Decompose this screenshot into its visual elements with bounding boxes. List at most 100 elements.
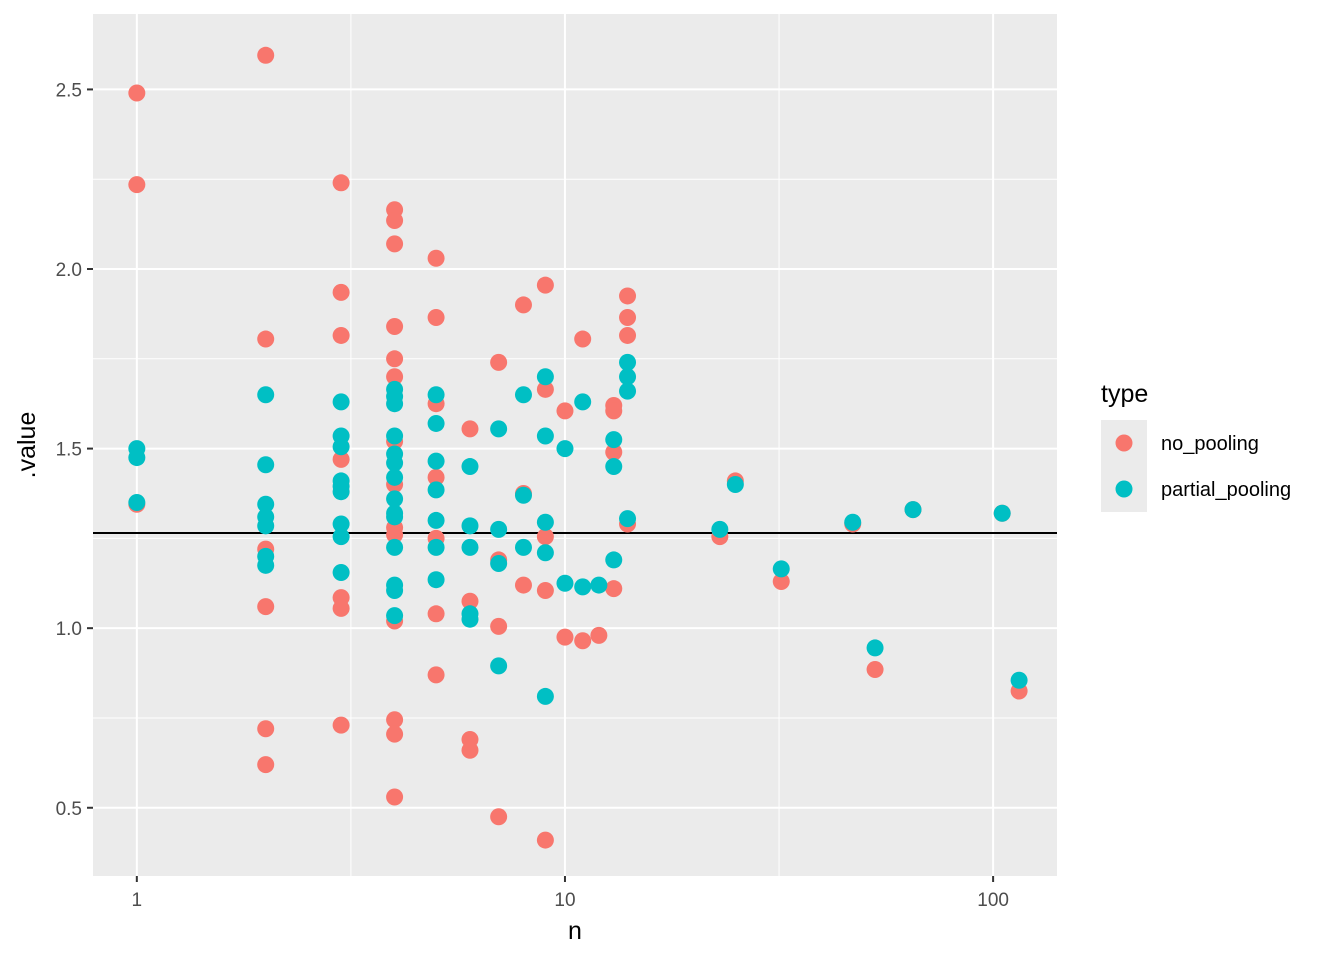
data-point [904, 501, 922, 519]
data-point [574, 578, 592, 596]
data-point [128, 176, 146, 194]
data-point [427, 414, 445, 432]
data-point [490, 353, 508, 371]
data-point [386, 395, 404, 413]
data-point [386, 368, 404, 386]
data-point [514, 296, 532, 314]
data-point [590, 576, 608, 594]
data-point [427, 571, 445, 589]
data-point [257, 756, 275, 774]
data-point [332, 564, 350, 582]
data-point [536, 513, 554, 531]
data-point [332, 283, 350, 301]
data-point [257, 456, 275, 474]
data-point [386, 538, 404, 556]
data-point [619, 287, 637, 305]
data-point [461, 517, 479, 535]
y-axis: 0.5 1.0 1.5 2.0 2.5 [56, 80, 93, 820]
x-tick-label: 100 [977, 890, 1009, 911]
x-axis: 1 10 100 [132, 876, 1009, 911]
data-point [536, 368, 554, 386]
data-point [461, 458, 479, 476]
data-point [257, 386, 275, 404]
data-point [772, 560, 790, 578]
x-tick-label: 10 [554, 890, 575, 911]
data-point [536, 687, 554, 705]
data-point [386, 350, 404, 368]
data-point [257, 517, 275, 535]
plot-panel [93, 14, 1057, 876]
data-point [427, 468, 445, 486]
data-point [461, 592, 479, 610]
data-point [490, 808, 508, 826]
data-point [128, 449, 146, 467]
data-point [514, 486, 532, 504]
data-point [332, 528, 350, 546]
data-point [536, 427, 554, 445]
data-point [386, 212, 404, 230]
data-point [332, 515, 350, 533]
data-point [427, 386, 445, 404]
data-point [332, 716, 350, 734]
data-point [605, 580, 623, 598]
data-point [386, 468, 404, 486]
y-tick-label: 1.5 [56, 440, 82, 461]
data-point [257, 598, 275, 616]
data-point [461, 741, 479, 759]
data-point [556, 402, 574, 420]
data-point [490, 520, 508, 538]
legend-title: type [1101, 380, 1148, 408]
data-point [128, 493, 146, 511]
data-point [514, 538, 532, 556]
data-point [1010, 671, 1028, 689]
data-point [332, 393, 350, 411]
data-point [427, 666, 445, 684]
minor-gridlines [93, 14, 1057, 876]
legend-key-point [1115, 434, 1133, 452]
data-point [386, 427, 404, 445]
data-point [386, 711, 404, 729]
data-point [619, 308, 637, 326]
data-point [536, 528, 554, 546]
data-point [332, 450, 350, 468]
data-point [772, 572, 790, 590]
data-point [605, 443, 623, 461]
data-point [619, 326, 637, 344]
data-point [490, 617, 508, 635]
data-point [556, 628, 574, 646]
data-point [386, 607, 404, 625]
data-point [536, 581, 554, 599]
data-point [711, 520, 729, 538]
data-point [574, 632, 592, 650]
data-point [257, 46, 275, 64]
data-point [726, 476, 744, 494]
data-point [128, 84, 146, 102]
x-tick-label: 1 [132, 890, 143, 911]
legend-key-point [1115, 480, 1133, 498]
legend-items: no_pooling partial_pooling [1101, 420, 1291, 512]
data-point [490, 420, 508, 438]
data-point [490, 657, 508, 675]
data-point [461, 420, 479, 438]
data-point [386, 490, 404, 508]
data-point [866, 639, 884, 657]
data-points [128, 46, 1028, 849]
data-point [605, 402, 623, 420]
data-point [461, 538, 479, 556]
data-point [386, 788, 404, 806]
data-point [619, 510, 637, 528]
data-point [619, 353, 637, 371]
major-gridlines [93, 14, 1057, 876]
data-point [619, 368, 637, 386]
data-point [386, 317, 404, 335]
data-point [605, 431, 623, 449]
y-tick-label: 1.0 [56, 619, 82, 640]
data-point [427, 605, 445, 623]
legend-label: partial_pooling [1161, 479, 1291, 501]
data-point [574, 330, 592, 348]
data-point [619, 382, 637, 400]
data-point [993, 504, 1011, 522]
data-point [386, 508, 404, 526]
data-point [427, 452, 445, 470]
